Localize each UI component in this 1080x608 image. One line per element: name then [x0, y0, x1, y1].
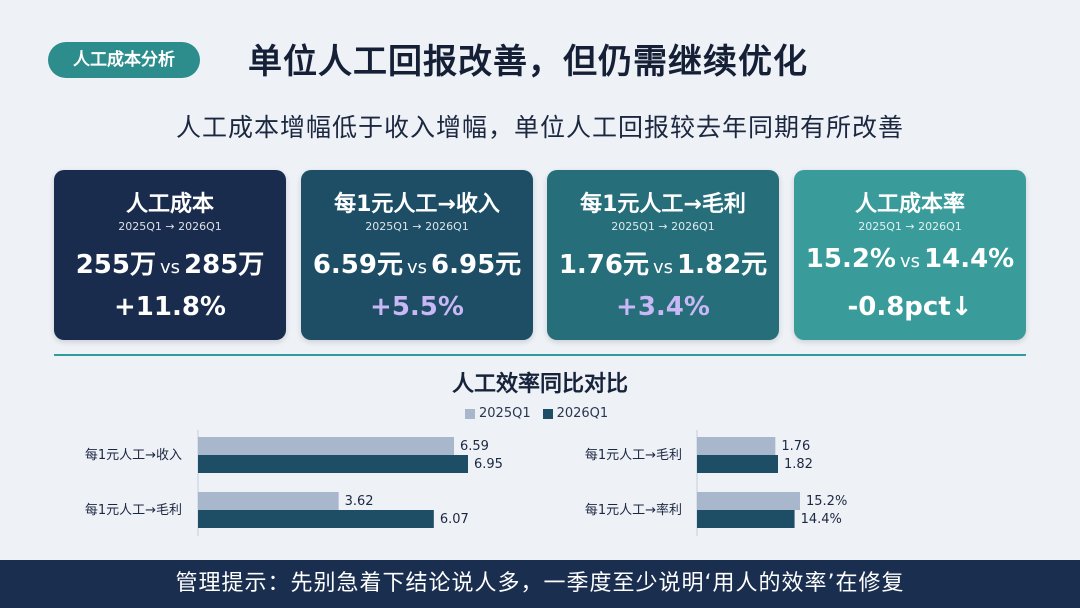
- page-subtitle: 人工成本增幅低于收入增幅，单位人工回报较去年同期有所改善: [175, 113, 904, 142]
- kpi-title: 每1元人工→毛利: [580, 192, 746, 217]
- kpi-from-value: 15.2%: [805, 244, 896, 274]
- kpi-card-revenue-per-labor: 每1元人工→收入 2025Q1 → 2026Q1 6.59元 vs 6.95元 +5…: [301, 170, 533, 340]
- bar-2025q1: [697, 437, 776, 455]
- section-divider: [54, 354, 1026, 356]
- bar-2025q1: [697, 492, 800, 510]
- kpi-period: 2025Q1 → 2026Q1: [611, 220, 715, 233]
- legend-label: 2025Q1: [479, 406, 531, 421]
- data-label-2025q1: 3.62: [345, 494, 374, 509]
- data-label-2026q1: 14.4%: [801, 512, 842, 527]
- kpi-compare: 15.2% vs 14.4%: [794, 244, 1026, 274]
- data-label-2025q1: 6.59: [460, 439, 489, 454]
- kpi-compare: 255万 vs 285万: [54, 244, 286, 281]
- kpi-change: -0.8pct↓: [847, 292, 973, 322]
- kpi-change: +11.8%: [114, 292, 226, 322]
- kpi-title: 人工成本: [125, 192, 214, 217]
- kpi-to-value: 285万: [184, 250, 265, 280]
- bar-2026q1: [697, 510, 795, 528]
- kpi-period: 2025Q1 → 2026Q1: [858, 220, 962, 233]
- data-label-2026q1: 6.95: [474, 457, 503, 472]
- kpi-from-value: 1.76元: [558, 250, 649, 280]
- kpi-vs: vs: [406, 257, 428, 278]
- bar-2026q1: [697, 455, 778, 473]
- legend-item-2025q1: 2025Q1: [465, 406, 531, 421]
- data-label-2025q1: 1.76: [781, 439, 810, 454]
- kpi-period: 2025Q1 → 2026Q1: [118, 220, 222, 233]
- chart-legend: 2025Q1 2026Q1: [465, 406, 608, 421]
- legend-item-2026q1: 2026Q1: [542, 406, 609, 421]
- category-label: 每1元人工→毛利: [85, 502, 182, 518]
- kpi-vs: vs: [899, 251, 921, 272]
- kpi-to-value: 1.82元: [677, 250, 768, 280]
- kpi-vs: vs: [159, 257, 181, 278]
- data-label-2025q1: 15.2%: [806, 494, 847, 509]
- kpi-from-value: 6.59元: [312, 250, 403, 280]
- chart-title: 人工效率同比对比: [451, 372, 628, 397]
- category-label: 每1元人工→毛利: [585, 447, 682, 463]
- kpi-change: +5.5%: [370, 292, 464, 322]
- bar-chart: 每1元人工→收入 6.59 6.95 每1元人工→毛利 3.62 6.07 每1元人工→毛利…: [85, 430, 847, 536]
- legend-label: 2026Q1: [556, 406, 609, 421]
- bar-2025q1: [198, 492, 339, 510]
- category-label: 每1元人工→收入: [85, 447, 182, 463]
- bar-2025q1: [198, 437, 455, 455]
- kpi-from-value: 255万: [75, 250, 156, 280]
- kpi-title: 人工成本率: [854, 192, 965, 217]
- kpi-compare: 1.76元 vs 1.82元: [547, 244, 779, 281]
- kpi-period: 2025Q1 → 2026Q1: [365, 220, 469, 233]
- kpi-vs: vs: [652, 257, 674, 278]
- page-title: 单位人工回报改善，但仍需继续优化: [248, 42, 808, 82]
- legend-swatch: [542, 408, 553, 419]
- kpi-card-labor-cost: 人工成本 2025Q1 → 2026Q1 255万 vs 285万 +11.8%: [54, 170, 286, 340]
- section-tag: 人工成本分析: [48, 42, 200, 78]
- bar-2026q1: [198, 455, 468, 473]
- legend-swatch: [465, 408, 475, 419]
- data-label-2026q1: 1.82: [784, 457, 813, 472]
- kpi-to-value: 6.95元: [431, 250, 522, 280]
- kpi-compare: 6.59元 vs 6.95元: [301, 244, 533, 281]
- kpi-change: +3.4%: [616, 292, 710, 322]
- category-label: 每1元人工→率利: [585, 502, 682, 518]
- management-tip-banner: 管理提示：先别急着下结论说人多，一季度至少说明‘用人的效率’在修复: [0, 560, 1080, 608]
- kpi-to-value: 14.4%: [924, 244, 1015, 274]
- kpi-card-labor-cost-rate: 人工成本率 2025Q1 → 2026Q1 15.2% vs 14.4% -0.8p…: [794, 170, 1026, 340]
- kpi-title: 每1元人工→收入: [334, 192, 500, 217]
- bar-2026q1: [198, 510, 434, 528]
- data-label-2026q1: 6.07: [440, 512, 469, 527]
- kpi-card-gross-profit-per-labor: 每1元人工→毛利 2025Q1 → 2026Q1 1.76元 vs 1.82元 +3…: [547, 170, 779, 340]
